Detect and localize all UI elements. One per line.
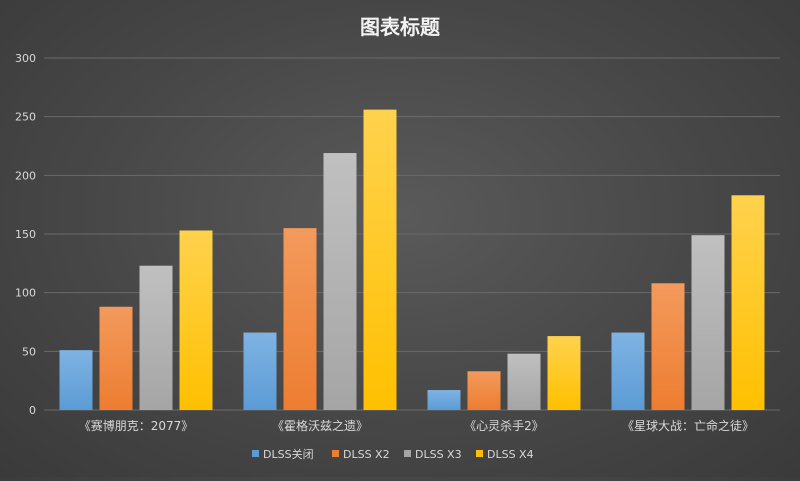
x-tick-label: 《赛博朋克：2077》 <box>79 418 194 433</box>
legend-label: DLSS关闭 <box>263 447 314 461</box>
bar <box>243 332 277 410</box>
legend: DLSS关闭 DLSS X2 DLSS X3 DLSS X4 <box>252 447 534 461</box>
x-tick-label: 《霍格沃兹之遗》 <box>272 418 368 433</box>
x-axis-ticks: 《赛博朋克：2077》 《霍格沃兹之遗》 《心灵杀手2》 《星球大战：亡命之徒》 <box>79 418 754 433</box>
y-tick-label: 200 <box>15 169 36 182</box>
legend-label: DLSS X3 <box>415 448 462 461</box>
x-tick-label: 《心灵杀手2》 <box>464 418 544 433</box>
bar <box>59 350 93 410</box>
legend-label: DLSS X4 <box>487 448 534 461</box>
y-tick-label: 100 <box>15 287 36 300</box>
legend-swatch <box>404 450 411 457</box>
bar <box>731 195 765 410</box>
bar <box>323 153 357 411</box>
bar <box>99 306 133 410</box>
y-tick-label: 150 <box>15 228 36 241</box>
bar <box>427 390 461 410</box>
legend-swatch <box>252 450 259 457</box>
bar <box>691 235 725 410</box>
bar <box>547 336 581 410</box>
bar <box>283 228 317 410</box>
legend-swatch <box>476 450 483 457</box>
bar <box>651 283 685 410</box>
bars <box>59 109 765 411</box>
chart-title: 图表标题 <box>360 15 441 39</box>
bar <box>507 353 541 410</box>
y-tick-label: 0 <box>29 404 36 417</box>
y-tick-label: 250 <box>15 111 36 124</box>
bar <box>363 109 397 411</box>
y-tick-label: 50 <box>22 345 36 358</box>
bar <box>611 332 645 410</box>
bar <box>179 230 213 410</box>
legend-label: DLSS X2 <box>343 448 390 461</box>
y-tick-label: 300 <box>15 52 36 65</box>
x-tick-label: 《星球大战：亡命之徒》 <box>622 418 754 433</box>
bar <box>467 371 501 410</box>
bar <box>139 265 173 410</box>
legend-swatch <box>332 450 339 457</box>
y-axis-ticks: 0 50 100 150 200 250 300 <box>15 52 36 417</box>
